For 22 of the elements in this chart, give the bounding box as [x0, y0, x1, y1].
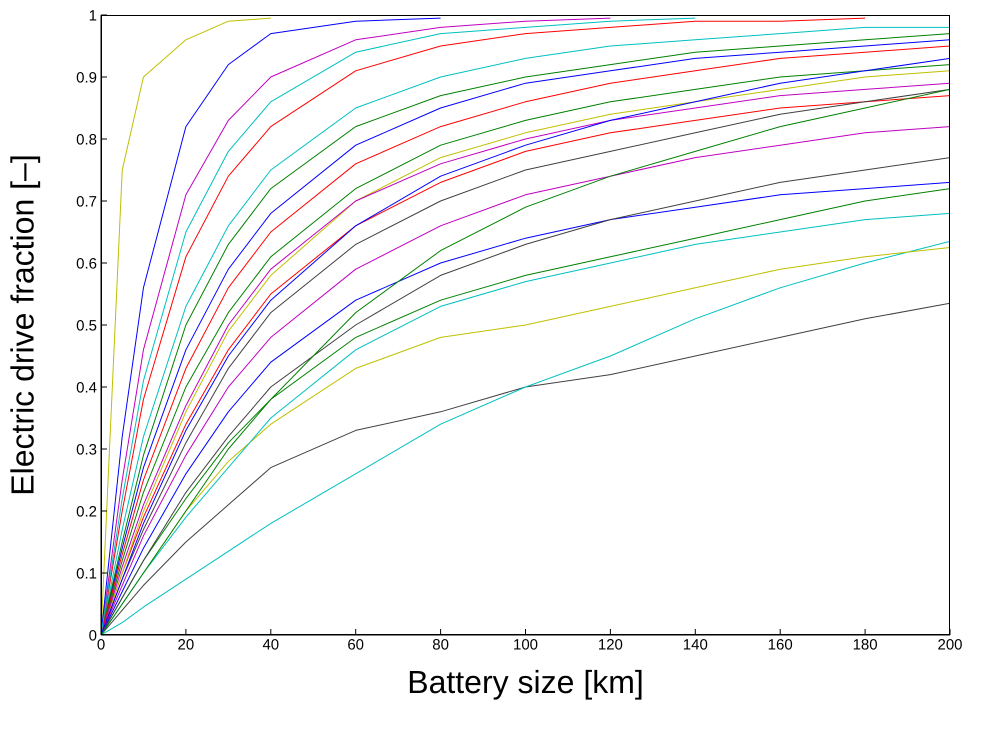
y-tick-label: 0.1: [76, 565, 97, 582]
y-tick-label: 0.8: [76, 131, 97, 148]
x-tick-label: 40: [262, 636, 280, 654]
x-tick-label: 60: [347, 636, 364, 654]
y-tick-label: 1: [88, 7, 97, 24]
y-axis-title: Electric drive fraction [–]: [4, 154, 40, 496]
x-tick-label: 180: [852, 636, 878, 654]
y-tick-label: 0.4: [76, 379, 97, 396]
x-tick-label: 140: [682, 636, 708, 654]
y-tick-label: 0.3: [76, 441, 97, 458]
x-tick-label: 80: [432, 636, 449, 654]
x-tick-label: 20: [178, 636, 194, 654]
y-tick-label: 0.9: [76, 69, 97, 86]
y-tick-label: 0.5: [76, 317, 97, 334]
y-tick-label: 0.7: [76, 193, 97, 210]
x-tick-label: 200: [937, 636, 963, 654]
x-tick-label: 120: [598, 636, 623, 654]
x-tick-label: 100: [512, 636, 538, 654]
y-tick-label: 0.2: [76, 503, 97, 520]
x-axis-title: Battery size [km]: [407, 664, 644, 700]
y-tick-label: 0.6: [76, 255, 97, 272]
x-tick-label: 160: [768, 636, 793, 654]
